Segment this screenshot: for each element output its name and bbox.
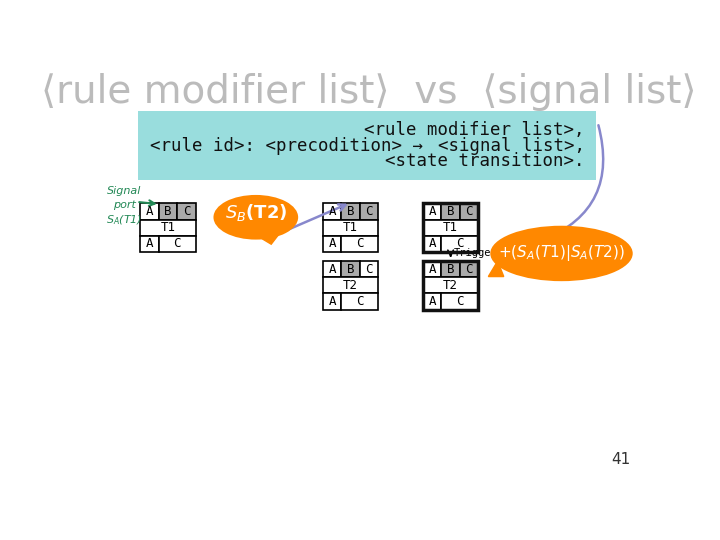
Text: $+(S_A(T1)|S_A(T2))$: $+(S_A(T1)|S_A(T2))$ [498, 244, 625, 264]
Text: T1: T1 [443, 221, 458, 234]
Text: A: A [428, 263, 436, 276]
Bar [341, 261, 360, 278]
Text: $S_B$(T2): $S_B$(T2) [225, 202, 287, 223]
Bar [177, 204, 196, 220]
Bar [341, 236, 378, 252]
Text: T2: T2 [443, 279, 458, 292]
Text: ⟨rule modifier list⟩  vs  ⟨signal list⟩: ⟨rule modifier list⟩ vs ⟨signal list⟩ [41, 73, 697, 111]
Bar [323, 278, 378, 294]
Bar [423, 261, 478, 309]
Text: C: C [356, 237, 364, 251]
Polygon shape [488, 261, 504, 276]
Text: A: A [145, 205, 153, 218]
Bar [323, 261, 341, 278]
Bar [423, 204, 441, 220]
Bar [423, 236, 441, 252]
Text: C: C [465, 263, 473, 276]
Text: C: C [456, 237, 464, 251]
Text: A: A [428, 295, 436, 308]
Bar [441, 236, 478, 252]
Bar [140, 204, 159, 220]
Bar [441, 261, 460, 278]
Text: Signal
port
$S_A$(T1): Signal port $S_A$(T1) [106, 186, 142, 227]
Text: C: C [174, 237, 181, 251]
Bar [423, 220, 478, 236]
Text: C: C [365, 263, 373, 276]
Bar [159, 236, 196, 252]
Text: C: C [365, 205, 373, 218]
Bar [323, 236, 341, 252]
Text: C: C [183, 205, 190, 218]
Text: A: A [428, 237, 436, 251]
Bar [441, 204, 460, 220]
Ellipse shape [490, 226, 633, 281]
Bar [360, 261, 378, 278]
Bar [323, 220, 378, 236]
Bar [441, 294, 478, 309]
Text: 41: 41 [611, 452, 631, 467]
Text: T2: T2 [343, 279, 358, 292]
Bar [460, 261, 478, 278]
Text: B: B [447, 205, 454, 218]
FancyBboxPatch shape [138, 111, 596, 180]
Text: A: A [145, 237, 153, 251]
Text: C: C [356, 295, 364, 308]
Text: A: A [428, 205, 436, 218]
Bar [159, 204, 177, 220]
Text: <rule modifier list>,: <rule modifier list>, [364, 122, 585, 139]
Text: <state transition>.: <state transition>. [385, 152, 585, 170]
Text: B: B [347, 263, 354, 276]
Bar [423, 261, 441, 278]
Text: <signal list>,: <signal list>, [438, 137, 585, 154]
Bar [423, 204, 478, 252]
Text: C: C [465, 205, 473, 218]
Text: A: A [328, 295, 336, 308]
Text: T1: T1 [343, 221, 358, 234]
Bar [360, 204, 378, 220]
Polygon shape [260, 234, 279, 244]
Bar [460, 204, 478, 220]
Text: T1: T1 [161, 221, 176, 234]
Text: A: A [328, 205, 336, 218]
Text: B: B [164, 205, 172, 218]
Text: B: B [347, 205, 354, 218]
Bar [140, 236, 159, 252]
Text: A: A [328, 237, 336, 251]
Text: Trigger: Trigger [454, 248, 498, 259]
Bar [423, 278, 478, 294]
Text: C: C [456, 295, 464, 308]
Bar [140, 220, 196, 236]
Bar [323, 294, 341, 309]
Text: A: A [328, 263, 336, 276]
Ellipse shape [213, 195, 298, 240]
Bar [341, 204, 360, 220]
Bar [423, 294, 441, 309]
Text: B: B [447, 263, 454, 276]
Text: <rule id>: <precodition> →: <rule id>: <precodition> → [150, 137, 423, 154]
Bar [341, 294, 378, 309]
Bar [323, 204, 341, 220]
